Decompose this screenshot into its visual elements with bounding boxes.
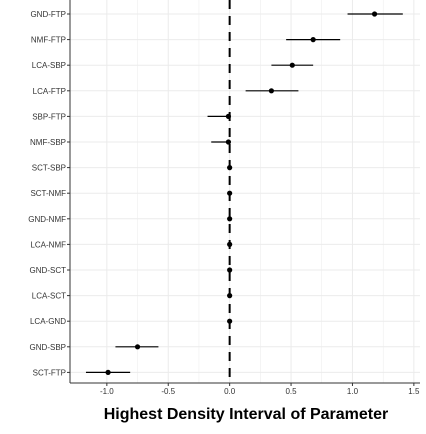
axis-layer: GND-FTP NMF-FTP LCA-SBP LCA-FTP SBP-FTP NMF-S… [28,0,420,396]
panel-background [70,0,420,383]
y-tick-label: SCT-SBP [32,164,66,173]
point-estimate-gnd-sbp [134,344,141,350]
point-estimate-lca-ftp [268,88,275,94]
y-tick-label: LCA-GND [30,317,66,326]
y-tick-label: GND-SBP [30,343,66,352]
y-tick-label: LCA-SBP [32,61,66,70]
point-estimate-lca-sct [227,293,233,299]
y-tick-label: SCT-FTP [33,368,66,377]
x-tick-label: 0.0 [224,387,236,396]
marks-layer [85,11,403,375]
y-tick-label: GND-SCT [30,266,67,275]
y-tick-label: SCT-NMF [30,189,66,198]
point-estimate-sct-nmf [227,190,233,196]
y-tick-label: GND-FTP [30,10,66,19]
point-estimate-gnd-sct [227,267,233,273]
x-tick-label: 1.5 [408,387,420,396]
point-estimate-gnd-ftp [371,11,378,17]
y-tick-label: NMF-SBP [30,138,66,147]
y-tick-label: LCA-FTP [33,87,66,96]
point-estimate-lca-nmf [227,241,233,247]
point-estimate-gnd-nmf [227,216,233,222]
point-estimate-nmf-ftp [310,37,316,43]
x-tick-label: -0.5 [161,387,175,396]
y-tick-label: GND-NMF [28,215,66,224]
grid-layer [70,0,420,383]
y-tick-label: LCA-SCT [32,292,66,301]
point-estimate-lca-sbp [289,62,295,68]
point-estimate-sbp-ftp [225,113,232,119]
y-tick-label: SBP-FTP [32,112,66,121]
point-estimate-nmf-sbp [225,139,232,145]
x-tick-label: 0.5 [285,387,297,396]
y-tick-label: NMF-FTP [31,36,66,45]
point-estimate-lca-gnd [227,318,233,324]
x-axis-title: Highest Density Interval of Parameter [104,406,389,423]
x-tick-label: 1.0 [347,387,359,396]
y-tick-label: LCA-NMF [30,240,66,249]
point-estimate-sct-sbp [227,165,233,171]
point-estimate-sct-ftp [105,369,111,375]
x-tick-label: -1.0 [100,387,114,396]
